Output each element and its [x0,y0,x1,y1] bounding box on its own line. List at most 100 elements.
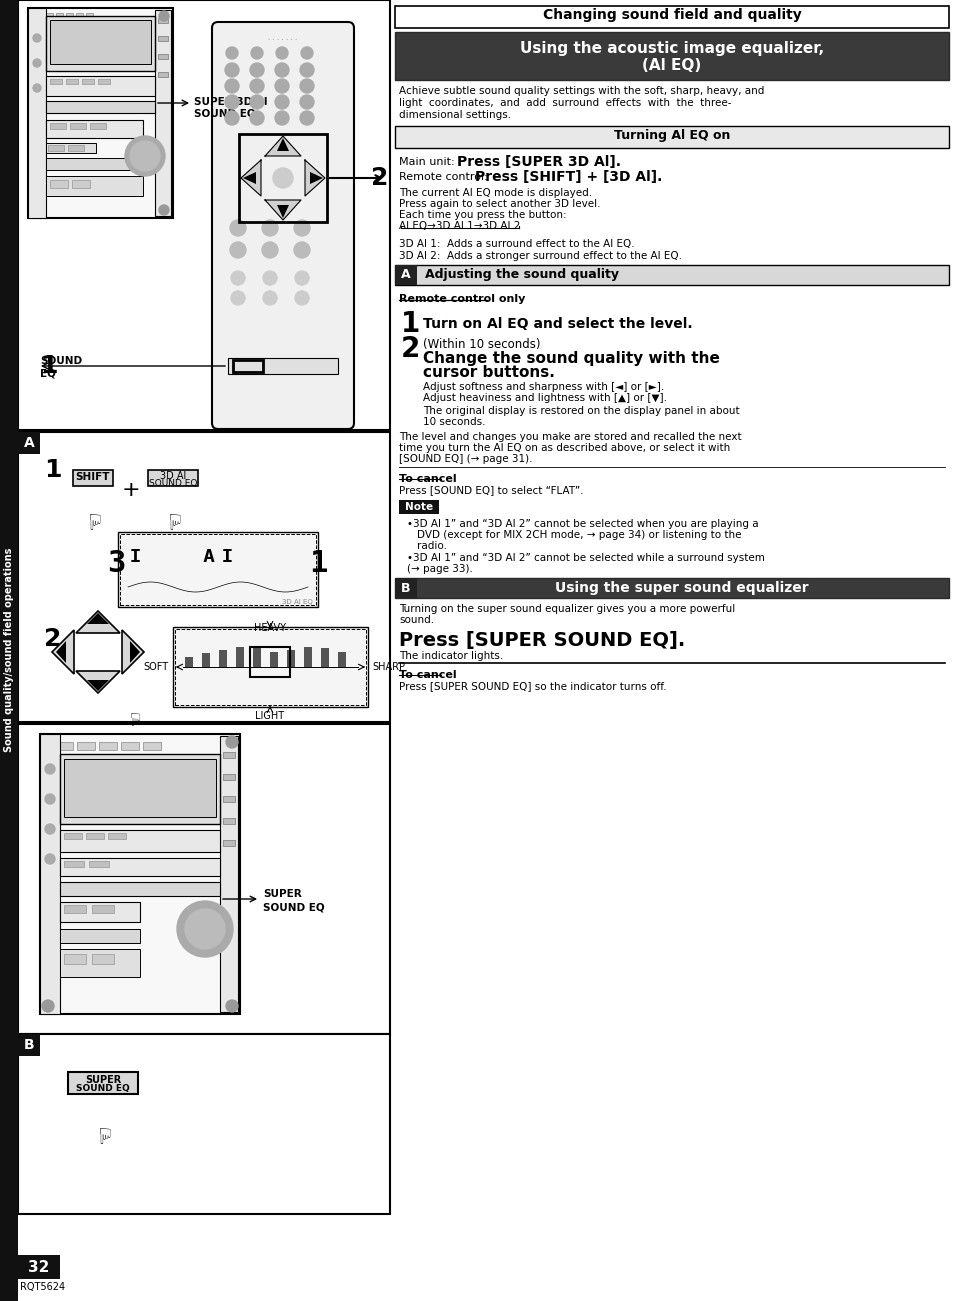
Circle shape [273,168,293,189]
Bar [228,358,337,373]
Circle shape [226,1000,237,1012]
Bar [158,72,168,77]
Circle shape [231,291,245,304]
Polygon shape [241,160,261,196]
Circle shape [230,220,246,235]
Bar [158,55,168,59]
Bar [46,75,154,96]
Text: HEAVY: HEAVY [253,623,286,634]
Text: Al EQ→3D Al 1→3D Al 2: Al EQ→3D Al 1→3D Al 2 [398,221,519,232]
Circle shape [130,141,160,170]
Circle shape [159,206,169,215]
Bar [172,627,368,706]
Circle shape [231,271,245,285]
Text: 2: 2 [400,334,420,363]
Text: Achieve subtle sound quality settings with the soft, sharp, heavy, and: Achieve subtle sound quality settings wi… [398,86,763,96]
Bar [18,0,390,431]
Circle shape [301,47,313,59]
Text: 2: 2 [44,627,61,650]
Text: light  coordinates,  and  add  surround  effects  with  the  three-: light coordinates, and add surround effe… [398,98,731,108]
Circle shape [274,95,289,109]
Text: SHIFT: SHIFT [75,472,111,481]
Text: ☝: ☝ [128,706,138,725]
Circle shape [45,794,55,804]
Polygon shape [76,671,120,693]
Bar [18,1034,390,1214]
Text: Press [SUPER 3D Al].: Press [SUPER 3D Al]. [456,155,620,169]
Bar [60,929,140,943]
Bar [46,13,53,18]
Circle shape [299,111,314,125]
Text: Note: Note [404,502,433,513]
Circle shape [262,242,277,258]
Text: Using the acoustic image equalizer,: Using the acoustic image equalizer, [519,40,823,56]
Bar [28,8,172,219]
Bar [60,755,220,824]
Text: +: + [122,480,140,500]
Bar [250,647,290,677]
Text: ☝: ☝ [86,507,100,528]
Bar [239,134,327,222]
Bar [120,533,315,605]
Text: SOUND EQ: SOUND EQ [149,479,197,488]
Circle shape [294,291,309,304]
Bar [73,470,112,487]
Bar [90,124,106,129]
Text: SOFT: SOFT [144,662,169,673]
Bar [91,905,113,913]
FancyBboxPatch shape [212,22,354,429]
Text: RQT5624: RQT5624 [20,1281,65,1292]
Bar [46,143,96,154]
Bar [223,796,234,801]
Circle shape [230,242,246,258]
Text: Press again to select another 3D level.: Press again to select another 3D level. [398,199,599,209]
Bar [68,1072,138,1094]
Circle shape [274,111,289,125]
Bar [86,13,92,18]
Bar [108,833,126,839]
Circle shape [250,79,264,92]
Text: Turning on the super sound equalizer gives you a more powerful: Turning on the super sound equalizer giv… [398,604,735,614]
Bar [121,742,139,749]
Text: A: A [24,436,34,450]
Text: Adjust softness and sharpness with [◄] or [►].: Adjust softness and sharpness with [◄] o… [422,382,663,392]
Bar [154,10,171,216]
Text: B: B [401,582,411,595]
Bar [395,7,948,29]
Text: (→ page 33).: (→ page 33). [407,565,473,574]
Text: Press [SOUND EQ] to select “FLAT”.: Press [SOUND EQ] to select “FLAT”. [398,485,583,494]
Bar [337,652,346,667]
Circle shape [185,909,225,948]
Bar [395,578,948,598]
Text: Sound quality/sound field operations: Sound quality/sound field operations [4,548,14,752]
Text: sound.: sound. [398,615,434,624]
Circle shape [125,137,165,176]
Bar [18,1034,40,1056]
Bar [64,833,82,839]
Bar [143,742,161,749]
Text: To cancel: To cancel [398,670,456,680]
Circle shape [263,271,276,285]
Polygon shape [76,611,120,634]
Circle shape [33,59,41,66]
Polygon shape [310,172,323,183]
Text: Press [SHIFT] + [3D Al].: Press [SHIFT] + [3D Al]. [475,170,661,183]
Bar [64,954,86,964]
Text: (Within 10 seconds): (Within 10 seconds) [422,338,540,351]
Bar [66,79,78,85]
Text: 3D Al: 3D Al [160,471,186,481]
Bar [28,8,46,219]
Polygon shape [87,613,109,624]
Text: 1: 1 [44,458,61,481]
Bar [46,120,143,138]
Circle shape [177,902,233,958]
Text: SHARP: SHARP [372,662,405,673]
Bar [86,833,104,839]
Text: SOUND EQ: SOUND EQ [76,1084,130,1093]
Bar [320,648,329,667]
Bar [219,650,227,667]
Circle shape [226,47,237,59]
Text: SOUND: SOUND [40,356,82,366]
Text: 2: 2 [370,167,388,190]
Bar [0,0,18,1301]
